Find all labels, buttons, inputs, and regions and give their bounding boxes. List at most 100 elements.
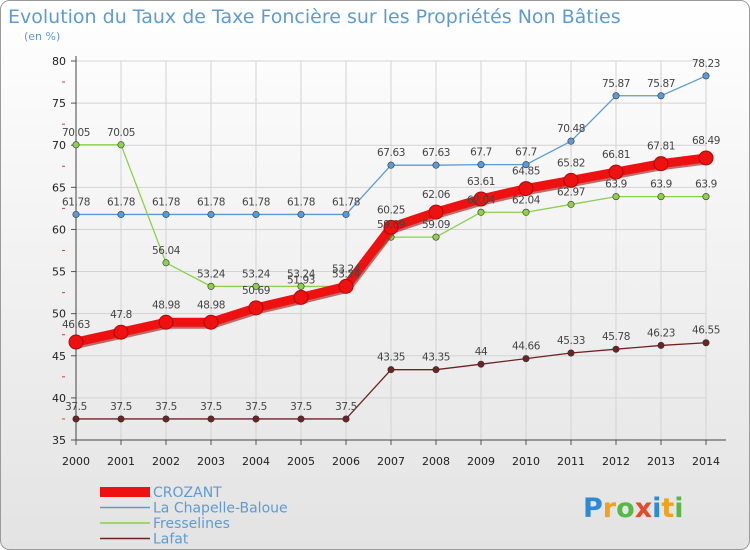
data-label: 37.5 xyxy=(290,401,312,413)
data-label: 37.5 xyxy=(155,401,177,413)
data-point xyxy=(252,282,260,290)
data-point xyxy=(477,208,485,216)
data-label: 61.78 xyxy=(62,196,90,208)
data-point xyxy=(252,415,260,423)
data-point xyxy=(117,415,125,423)
data-label: 61.78 xyxy=(107,196,135,208)
data-label: 53.24 xyxy=(197,268,226,280)
data-label: 67.81 xyxy=(647,141,675,153)
data-label: 53.24 xyxy=(242,268,271,280)
series-lafat xyxy=(72,339,710,423)
data-label: 75.87 xyxy=(647,78,675,90)
data-point xyxy=(72,210,80,218)
logo-letter: x xyxy=(635,493,652,524)
y-tick-label: 50 xyxy=(52,308,66,321)
data-label: 37.5 xyxy=(335,401,357,413)
data-label: 62.04 xyxy=(512,194,541,206)
data-label: 62.97 xyxy=(557,186,585,198)
x-tick-label: 2007 xyxy=(377,455,405,468)
data-label: 63.9 xyxy=(695,179,717,191)
data-label: 61.78 xyxy=(152,196,180,208)
series-crozant xyxy=(68,150,714,350)
proxiti-logo: Proxiti xyxy=(583,493,684,524)
data-point xyxy=(383,219,399,235)
data-point xyxy=(162,415,170,423)
y-tick-label: 70 xyxy=(52,139,66,152)
logo-letter: t xyxy=(661,493,674,524)
data-point xyxy=(207,282,215,290)
data-point xyxy=(563,172,579,188)
data-label: 62.06 xyxy=(422,189,451,201)
data-label: 63.9 xyxy=(605,179,627,191)
data-point xyxy=(522,355,530,363)
data-label: 59.09 xyxy=(422,219,450,231)
x-tick-label: 2010 xyxy=(512,455,540,468)
data-point xyxy=(297,282,305,290)
x-tick-label: 2001 xyxy=(107,455,135,468)
data-point xyxy=(297,210,305,218)
data-label: 43.35 xyxy=(422,352,450,364)
data-label: 67.7 xyxy=(470,147,492,159)
data-point xyxy=(657,193,665,201)
data-label: 63.9 xyxy=(650,179,672,191)
axes: 35 40 45 50 55 60 65 70 75 80 2000 2001 2002 2003 2004… xyxy=(52,55,726,468)
data-label: 67.63 xyxy=(422,147,450,159)
data-label: 53.24 xyxy=(287,268,316,280)
data-point xyxy=(387,161,395,169)
y-tick-label: 60 xyxy=(52,223,66,236)
data-point xyxy=(477,360,485,368)
data-point xyxy=(522,208,530,216)
data-point xyxy=(342,415,350,423)
legend-label: Fresselines xyxy=(153,516,230,532)
data-label: 46.55 xyxy=(692,325,720,337)
data-label: 64.85 xyxy=(512,166,540,178)
x-tick-label: 2004 xyxy=(242,455,270,468)
data-label: 59.09 xyxy=(377,219,405,231)
data-label: 37.5 xyxy=(200,401,222,413)
x-tick-label: 2014 xyxy=(692,455,720,468)
data-label: 50.69 xyxy=(242,285,270,297)
data-label: 61.78 xyxy=(332,196,360,208)
y-tick-label: 40 xyxy=(52,392,66,405)
data-label: 48.98 xyxy=(152,299,180,311)
data-point xyxy=(207,210,215,218)
series-la-chapelle-baloue xyxy=(72,72,710,218)
data-point xyxy=(432,233,440,241)
data-label: 60.25 xyxy=(377,204,405,216)
data-point xyxy=(293,289,309,305)
y-tick-label: 45 xyxy=(52,350,66,363)
x-tick-label: 2012 xyxy=(602,455,630,468)
chart-title: Evolution du Taux de Taxe Foncière sur l… xyxy=(8,6,621,28)
legend-label: La Chapelle-Baloue xyxy=(153,501,288,517)
data-label: 70.05 xyxy=(62,127,90,139)
data-point xyxy=(567,200,575,208)
data-labels: 61.78 61.78 61.78 61.78 61.78 61.78 61.78 67.63… xyxy=(62,58,720,413)
data-label: 78.23 xyxy=(692,58,720,70)
y-tick-label: 80 xyxy=(52,55,66,68)
x-tick-label: 2005 xyxy=(287,455,315,468)
data-label: 48.98 xyxy=(197,299,225,311)
data-point xyxy=(698,150,714,166)
data-label: 45.78 xyxy=(602,331,630,343)
data-point xyxy=(612,193,620,201)
data-label: 56.04 xyxy=(152,245,181,257)
data-label: 45.33 xyxy=(557,335,585,347)
data-point xyxy=(162,210,170,218)
data-point xyxy=(657,92,665,100)
data-point xyxy=(72,415,80,423)
data-point xyxy=(68,334,84,350)
data-label: 70.05 xyxy=(107,127,135,139)
data-label: 65.82 xyxy=(557,157,585,169)
data-label: 47.8 xyxy=(110,309,132,321)
logo-letter: P xyxy=(583,493,603,524)
x-tick-label: 2009 xyxy=(467,455,495,468)
data-point xyxy=(297,415,305,423)
data-label: 37.5 xyxy=(110,401,132,413)
data-label: 61.78 xyxy=(242,196,270,208)
data-point xyxy=(162,259,170,267)
data-label: 70.48 xyxy=(557,123,585,135)
data-label: 75.87 xyxy=(602,78,630,90)
data-label: 61.78 xyxy=(197,196,225,208)
